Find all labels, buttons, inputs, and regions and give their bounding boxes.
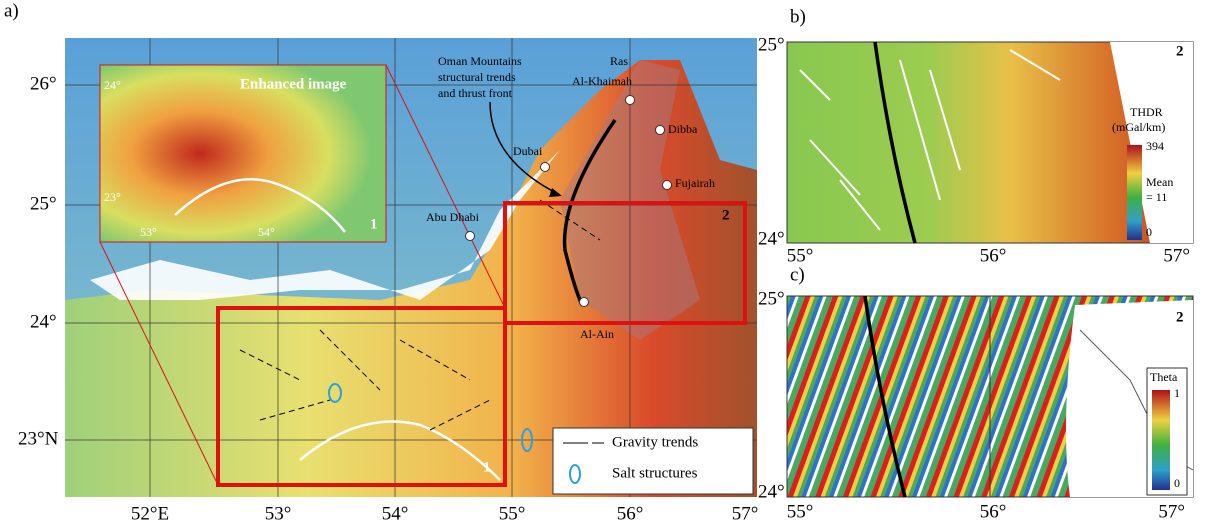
lon-label: 55°: [787, 245, 814, 266]
annotation: Oman Mountains: [438, 54, 522, 68]
inset-title: Enhanced image: [240, 76, 347, 92]
lat-label: 24°: [758, 481, 785, 502]
annotation: structural trends: [438, 70, 516, 84]
lon-label: 57°: [732, 503, 759, 524]
city: Abu Dhabi: [426, 210, 480, 224]
lat-label: 25°: [758, 288, 785, 309]
colorbar-mean: Mean: [1146, 175, 1173, 189]
lon-label: 53°: [265, 503, 292, 524]
inset-lat: 24°: [104, 78, 121, 92]
panel-number: 2: [1176, 309, 1184, 325]
colorbar: [1127, 145, 1142, 240]
gravity-trends: [239, 199, 601, 431]
panel-label: c): [790, 264, 805, 285]
lat-label: 25°: [758, 34, 785, 55]
legend-label: Gravity trends: [612, 434, 698, 450]
colorbar-mean: = 11: [1146, 190, 1167, 204]
lat-label: 25°: [30, 193, 57, 214]
lon-label: 56°: [980, 501, 1007, 522]
panel-number: 2: [1176, 43, 1184, 59]
colorbar-title: (mGal/km): [1112, 120, 1165, 134]
city: Fujairah: [675, 176, 715, 190]
lat-label: 24°: [758, 228, 785, 249]
colorbar-max: 1: [1174, 386, 1180, 400]
colorbar-min: 0: [1174, 476, 1180, 490]
salt-structure: [521, 428, 533, 452]
thrust-front: [863, 295, 907, 498]
lon-label: 57°: [1163, 245, 1190, 266]
inset-number: 1: [370, 216, 378, 232]
lon-label: 55°: [499, 503, 526, 524]
colorbar-min: 0: [1146, 225, 1152, 239]
inset-trend: [174, 178, 346, 233]
box-1: [216, 306, 507, 487]
inset-lon: 53°: [140, 225, 157, 239]
lineaments: [799, 49, 1061, 231]
legend-label: Salt structures: [612, 465, 698, 481]
box-number: 2: [722, 207, 730, 223]
box-number: 1: [483, 459, 491, 475]
salt-structure: [328, 383, 342, 403]
colorbar-max: 394: [1146, 139, 1164, 153]
city: Ras: [610, 54, 628, 68]
connector: [99, 241, 219, 486]
colorbar: [1152, 390, 1170, 490]
lat-label: 26°: [30, 73, 57, 94]
colorbar-title: Theta: [1150, 370, 1178, 384]
lon-label: 56°: [980, 245, 1007, 266]
thrust-front: [562, 119, 617, 306]
city: Al-Ain: [580, 327, 614, 341]
lon-label: 56°: [617, 503, 644, 524]
connector: [385, 64, 506, 309]
legend-swatch: [569, 464, 581, 484]
legend: [552, 427, 754, 495]
lon-label: 52°E: [131, 503, 169, 524]
lon-label: 54°: [382, 503, 409, 524]
city: Dibba: [668, 122, 698, 136]
no-data: [1110, 42, 1193, 243]
lat-label: 23°N: [18, 428, 59, 449]
box-2: [503, 201, 747, 325]
lat-label: 24°: [30, 311, 57, 332]
lon-label: 57°: [1158, 501, 1185, 522]
panel-label: a): [4, 0, 19, 21]
coast: [90, 150, 560, 300]
inset-lat: 23°: [104, 190, 121, 204]
colorbar-title: THDR: [1130, 105, 1163, 119]
panel-label: b): [790, 6, 806, 27]
inset-lon: 54°: [258, 225, 275, 239]
lon-label: 55°: [787, 501, 814, 522]
inset: [99, 64, 387, 243]
city: Dubai: [513, 144, 543, 158]
arrow-head: [549, 188, 562, 197]
city: Al-Khaimah: [572, 74, 632, 88]
thrust-front: [873, 41, 917, 244]
cities: [465, 95, 672, 307]
annotation: and thrust front: [438, 86, 513, 100]
trend-line: [299, 420, 501, 481]
annotation-arrow: [489, 101, 561, 196]
